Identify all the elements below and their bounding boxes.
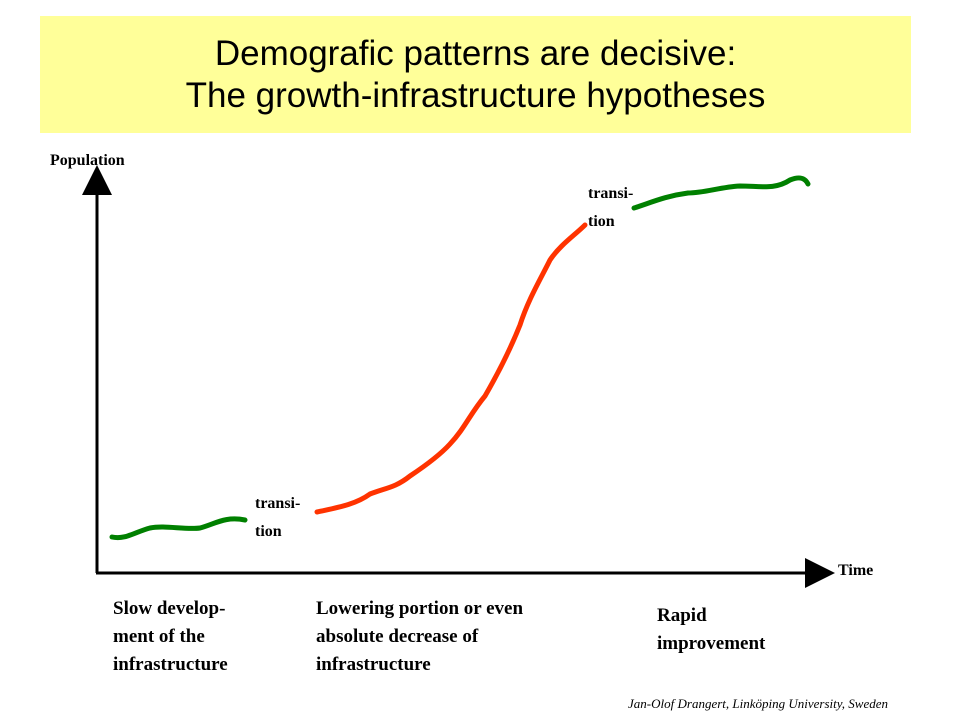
transition-label-line: transi- [588, 185, 634, 202]
plateau-curve [631, 175, 811, 211]
phase-caption-line: absolute decrease of [316, 626, 479, 647]
transition-label-line: tion [588, 213, 615, 230]
phase-caption-line: infrastructure [113, 654, 228, 675]
phase-caption-line: infrastructure [316, 654, 431, 675]
y-axis-label: Population [50, 152, 125, 169]
x-axis-label: Time [838, 562, 874, 579]
transition-label-line: tion [255, 523, 282, 540]
phase-caption-line: Slow develop- [113, 598, 226, 619]
title-line-1: Demografic patterns are decisive: [214, 33, 737, 73]
author-footer: Jan-Olof Drangert, Linköping University,… [628, 696, 888, 711]
transition-label-early: transi- tion [255, 490, 300, 546]
phase-caption-rapid: Rapid improvement [657, 602, 765, 658]
phase-caption-lowering: Lowering portion or even absolute decrea… [316, 595, 523, 679]
transition-label-late: transi- tion [588, 180, 633, 236]
phase-caption-line: Rapid [657, 605, 707, 626]
phase-caption-line: Lowering portion or even [316, 598, 524, 619]
phase-caption-slow: Slow develop- ment of the infrastructure [113, 595, 228, 679]
transition-label-line: transi- [255, 495, 301, 512]
rapid-growth-curve [314, 222, 588, 515]
slow-growth-curve [109, 516, 248, 541]
phase-caption-line: improvement [657, 633, 766, 654]
title-banner: Demografic patterns are decisive: The gr… [40, 16, 911, 133]
title-line-2: The growth-infrastructure hypotheses [185, 75, 766, 115]
phase-caption-line: ment of the [113, 626, 205, 647]
